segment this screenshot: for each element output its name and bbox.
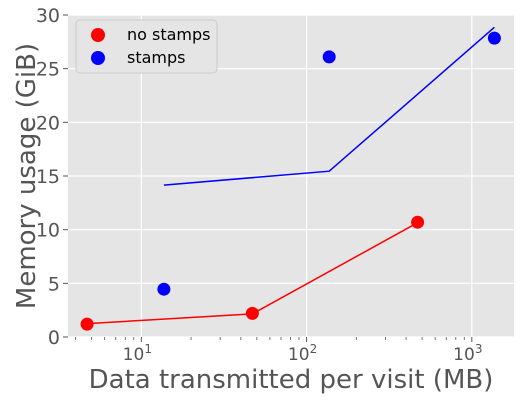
- y-tick-label: 0: [48, 327, 60, 349]
- y-tick-label: 15: [36, 166, 60, 188]
- y-tick-label: 5: [48, 273, 60, 295]
- series-line-stamps: [163, 26, 495, 186]
- legend-box: [75, 19, 218, 74]
- data-point-no-stamps: [245, 306, 259, 320]
- y-tick-label: 10: [36, 220, 60, 242]
- series-points: [80, 31, 501, 331]
- legend-label-no-stamps: no stamps: [127, 25, 211, 44]
- x-tick-label: 103: [453, 342, 482, 365]
- data-point-no-stamps: [80, 317, 94, 331]
- data-point-stamps: [487, 31, 501, 45]
- x-axis-label: Data transmitted per visit (MB): [89, 365, 494, 395]
- y-tick-label: 25: [36, 59, 60, 81]
- legend-label-stamps: stamps: [127, 48, 186, 67]
- x-axis-ticks: 101 102 103: [75, 337, 482, 365]
- data-point-no-stamps: [411, 215, 425, 229]
- y-tick-label: 30: [36, 5, 60, 27]
- y-axis-label: Memory usage (GiB): [12, 43, 42, 309]
- legend-marker-stamps: [91, 51, 105, 65]
- x-tick-label: 101: [123, 342, 152, 365]
- data-point-stamps: [322, 50, 336, 64]
- y-tick-label: 20: [36, 112, 60, 134]
- legend: no stamps stamps: [75, 19, 218, 74]
- data-point-stamps: [157, 282, 171, 296]
- x-tick-label: 102: [288, 342, 317, 365]
- y-axis-ticks: 0 5 10 15 20 25 30: [36, 5, 68, 349]
- legend-marker-no-stamps: [91, 28, 105, 42]
